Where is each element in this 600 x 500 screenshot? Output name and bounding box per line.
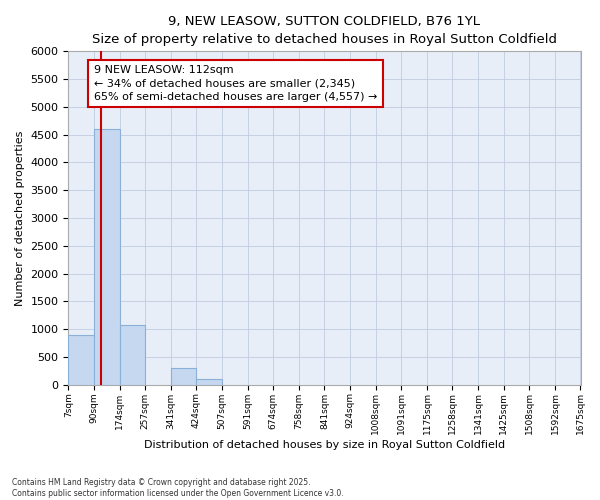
Y-axis label: Number of detached properties: Number of detached properties [15,130,25,306]
Title: 9, NEW LEASOW, SUTTON COLDFIELD, B76 1YL
Size of property relative to detached h: 9, NEW LEASOW, SUTTON COLDFIELD, B76 1YL… [92,15,557,46]
Bar [68,334,94,384]
Text: Contains HM Land Registry data © Crown copyright and database right 2025.
Contai: Contains HM Land Registry data © Crown c… [12,478,344,498]
X-axis label: Distribution of detached houses by size in Royal Sutton Coldfield: Distribution of detached houses by size … [144,440,505,450]
Text: 9 NEW LEASOW: 112sqm
← 34% of detached houses are smaller (2,345)
65% of semi-de: 9 NEW LEASOW: 112sqm ← 34% of detached h… [94,65,377,102]
Bar [196,379,222,384]
Bar [94,129,119,384]
Bar [119,324,145,384]
Bar [171,368,196,384]
